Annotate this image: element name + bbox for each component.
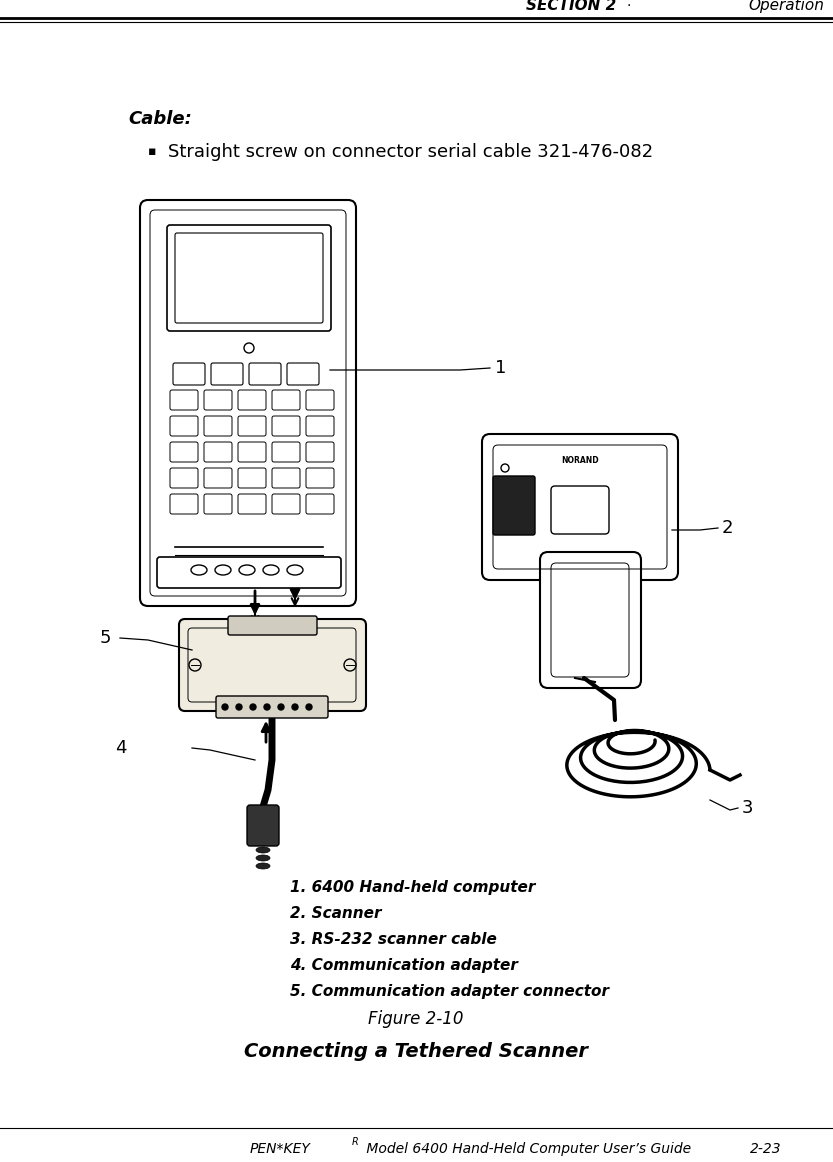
FancyBboxPatch shape	[204, 416, 232, 436]
Text: Operation: Operation	[749, 0, 825, 13]
FancyBboxPatch shape	[170, 442, 198, 462]
FancyBboxPatch shape	[204, 494, 232, 514]
Circle shape	[236, 704, 242, 710]
FancyBboxPatch shape	[272, 390, 300, 410]
FancyBboxPatch shape	[247, 805, 279, 846]
Circle shape	[306, 704, 312, 710]
Text: 3. RS-232 scanner cable: 3. RS-232 scanner cable	[290, 932, 496, 947]
FancyBboxPatch shape	[306, 494, 334, 514]
Text: 5: 5	[100, 629, 112, 647]
FancyBboxPatch shape	[306, 442, 334, 462]
FancyBboxPatch shape	[170, 494, 198, 514]
FancyBboxPatch shape	[272, 468, 300, 488]
FancyBboxPatch shape	[204, 468, 232, 488]
Text: 2. Scanner: 2. Scanner	[290, 906, 382, 921]
FancyBboxPatch shape	[272, 494, 300, 514]
Text: PEN*KEY: PEN*KEY	[250, 1142, 311, 1156]
Circle shape	[278, 704, 284, 710]
FancyBboxPatch shape	[482, 433, 678, 580]
FancyBboxPatch shape	[238, 442, 266, 462]
Circle shape	[264, 704, 270, 710]
Text: Model 6400 Hand-Held Computer User’s Guide: Model 6400 Hand-Held Computer User’s Gui…	[362, 1142, 691, 1156]
Ellipse shape	[191, 565, 207, 575]
FancyBboxPatch shape	[216, 696, 328, 718]
FancyBboxPatch shape	[238, 468, 266, 488]
Text: ▪: ▪	[148, 145, 157, 158]
FancyBboxPatch shape	[204, 390, 232, 410]
FancyBboxPatch shape	[272, 442, 300, 462]
FancyBboxPatch shape	[306, 390, 334, 410]
Text: 4. Communication adapter: 4. Communication adapter	[290, 957, 518, 973]
Ellipse shape	[256, 863, 270, 869]
Text: 1: 1	[495, 359, 506, 376]
Ellipse shape	[256, 855, 270, 861]
FancyBboxPatch shape	[287, 363, 319, 385]
FancyBboxPatch shape	[175, 234, 323, 323]
Text: R: R	[352, 1136, 359, 1147]
FancyBboxPatch shape	[170, 468, 198, 488]
FancyBboxPatch shape	[140, 200, 356, 607]
Text: 1. 6400 Hand-held computer: 1. 6400 Hand-held computer	[290, 880, 536, 895]
Text: ·: ·	[626, 0, 631, 13]
Text: NORAND: NORAND	[561, 456, 599, 465]
FancyBboxPatch shape	[238, 416, 266, 436]
Text: 4: 4	[115, 739, 127, 756]
Text: Straight screw on connector serial cable 321-476-082: Straight screw on connector serial cable…	[168, 143, 653, 162]
FancyBboxPatch shape	[157, 557, 341, 588]
FancyBboxPatch shape	[493, 476, 535, 535]
Ellipse shape	[239, 565, 255, 575]
Circle shape	[250, 704, 256, 710]
FancyBboxPatch shape	[204, 442, 232, 462]
FancyBboxPatch shape	[551, 486, 609, 535]
Text: Connecting a Tethered Scanner: Connecting a Tethered Scanner	[244, 1042, 588, 1061]
Circle shape	[292, 704, 298, 710]
FancyBboxPatch shape	[170, 390, 198, 410]
Text: Cable:: Cable:	[128, 110, 192, 128]
FancyBboxPatch shape	[306, 416, 334, 436]
Ellipse shape	[256, 847, 270, 853]
Text: 5. Communication adapter connector: 5. Communication adapter connector	[290, 984, 609, 999]
Ellipse shape	[263, 565, 279, 575]
FancyBboxPatch shape	[211, 363, 243, 385]
FancyBboxPatch shape	[272, 416, 300, 436]
FancyBboxPatch shape	[179, 619, 366, 711]
Ellipse shape	[287, 565, 303, 575]
FancyBboxPatch shape	[173, 363, 205, 385]
Text: SECTION 2: SECTION 2	[526, 0, 616, 13]
Ellipse shape	[215, 565, 231, 575]
Text: 3: 3	[742, 799, 754, 817]
FancyBboxPatch shape	[540, 552, 641, 688]
FancyBboxPatch shape	[238, 390, 266, 410]
Circle shape	[222, 704, 228, 710]
FancyBboxPatch shape	[306, 468, 334, 488]
Text: Figure 2-10: Figure 2-10	[368, 1010, 464, 1028]
FancyBboxPatch shape	[249, 363, 281, 385]
Text: 2: 2	[722, 519, 734, 537]
Text: 2-23: 2-23	[750, 1142, 781, 1156]
FancyBboxPatch shape	[238, 494, 266, 514]
FancyBboxPatch shape	[170, 416, 198, 436]
FancyBboxPatch shape	[228, 616, 317, 634]
